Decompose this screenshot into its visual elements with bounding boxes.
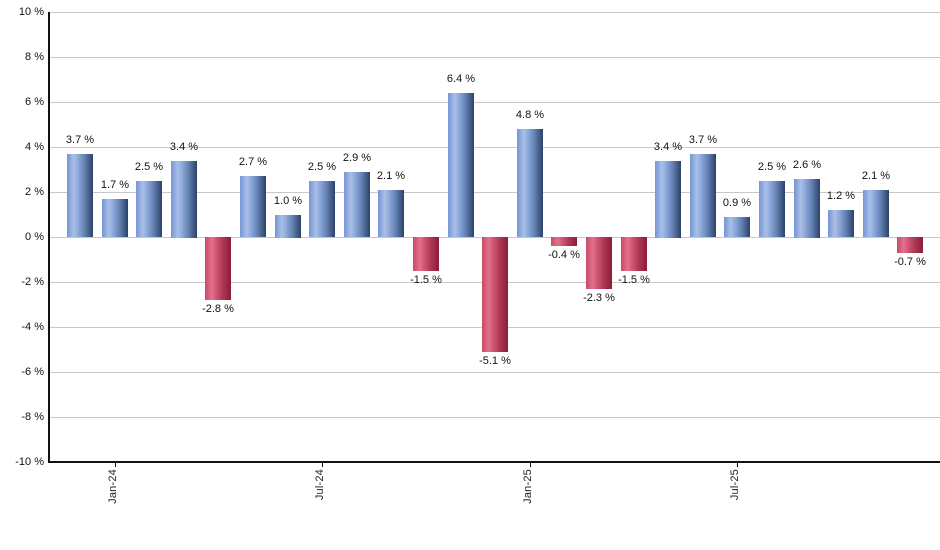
bar-5 [240, 176, 266, 237]
y-tick-label: -2 % [21, 276, 44, 288]
gridline-6 [49, 102, 940, 103]
gridline-8 [49, 57, 940, 58]
y-tick-label: -4 % [21, 321, 44, 333]
bar-value-label-6: 1.0 % [273, 195, 303, 207]
gridline--8 [49, 417, 940, 418]
bar-14 [551, 237, 577, 246]
bar-21 [794, 179, 820, 238]
y-tick-label: 0 % [25, 231, 44, 243]
bar-value-label-7: 2.5 % [307, 161, 337, 173]
bar-value-label-2: 2.5 % [134, 161, 164, 173]
bar-9 [378, 190, 404, 237]
bar-6 [275, 215, 301, 238]
bar-value-label-19: 0.9 % [722, 197, 752, 209]
x-tick-Jul-24 [322, 462, 323, 467]
bar-value-label-10: -1.5 % [410, 274, 442, 286]
bar-value-label-1: 1.7 % [100, 179, 130, 191]
y-tick-label: 6 % [25, 96, 44, 108]
bar-value-label-13: 4.8 % [515, 109, 545, 121]
bar-value-label-8: 2.9 % [342, 152, 372, 164]
gridline-10 [49, 12, 940, 13]
bar-value-label-4: -2.8 % [202, 303, 234, 315]
bar-value-label-0: 3.7 % [65, 134, 95, 146]
bar-value-label-14: -0.4 % [548, 249, 580, 261]
bar-value-label-17: 3.4 % [653, 141, 683, 153]
bar-13 [517, 129, 543, 237]
bar-19 [724, 217, 750, 237]
bar-17 [655, 161, 681, 238]
bar-value-label-11: 6.4 % [446, 73, 476, 85]
bar-20 [759, 181, 785, 237]
x-tick-Jan-24 [115, 462, 116, 467]
bar-value-label-24: -0.7 % [894, 256, 926, 268]
x-tick-Jan-25 [530, 462, 531, 467]
x-tick-label-wrap: Jan-24 [107, 469, 123, 509]
bar-18 [690, 154, 716, 237]
x-tick-label: Jan-25 [522, 469, 534, 504]
bar-value-label-20: 2.5 % [757, 161, 787, 173]
bar-4 [205, 237, 231, 300]
y-tick-label: 8 % [25, 51, 44, 63]
x-tick-label: Jul-24 [314, 469, 326, 501]
bar-value-label-22: 1.2 % [826, 190, 856, 202]
bar-value-label-23: 2.1 % [861, 170, 891, 182]
x-tick-Jul-25 [737, 462, 738, 467]
y-tick-label: -8 % [21, 411, 44, 423]
bar-10 [413, 237, 439, 271]
bar-15 [586, 237, 612, 289]
bar-value-label-9: 2.1 % [376, 170, 406, 182]
bar-12 [482, 237, 508, 352]
bar-value-label-3: 3.4 % [169, 141, 199, 153]
bar-value-label-5: 2.7 % [238, 156, 268, 168]
bar-24 [897, 237, 923, 253]
bar-8 [344, 172, 370, 237]
bar-value-label-12: -5.1 % [479, 355, 511, 367]
bar-23 [863, 190, 889, 237]
bar-22 [828, 210, 854, 237]
gridline-2 [49, 192, 940, 193]
x-tick-label: Jan-24 [107, 469, 119, 504]
bar-value-label-18: 3.7 % [688, 134, 718, 146]
bar-value-label-21: 2.6 % [792, 159, 822, 171]
bar-value-label-15: -2.3 % [583, 292, 615, 304]
x-tick-label-wrap: Jan-25 [522, 469, 538, 509]
y-tick-label: -10 % [15, 456, 44, 468]
bar-11 [448, 93, 474, 237]
y-tick-label: -6 % [21, 366, 44, 378]
gridline-4 [49, 147, 940, 148]
bar-16 [621, 237, 647, 271]
bar-value-label-16: -1.5 % [618, 274, 650, 286]
x-tick-label: Jul-25 [729, 469, 741, 501]
y-tick-label: 10 % [18, 6, 44, 18]
bar-1 [102, 199, 128, 237]
bar-2 [136, 181, 162, 237]
y-axis-line [48, 12, 50, 462]
bar-7 [309, 181, 335, 237]
y-tick-label: 4 % [25, 141, 44, 153]
x-tick-label-wrap: Jul-24 [314, 469, 330, 505]
y-tick-label: 2 % [25, 186, 44, 198]
bar-0 [67, 154, 93, 237]
bar-3 [171, 161, 197, 238]
gridline--6 [49, 372, 940, 373]
x-axis-line [48, 461, 940, 463]
x-tick-label-wrap: Jul-25 [729, 469, 745, 505]
